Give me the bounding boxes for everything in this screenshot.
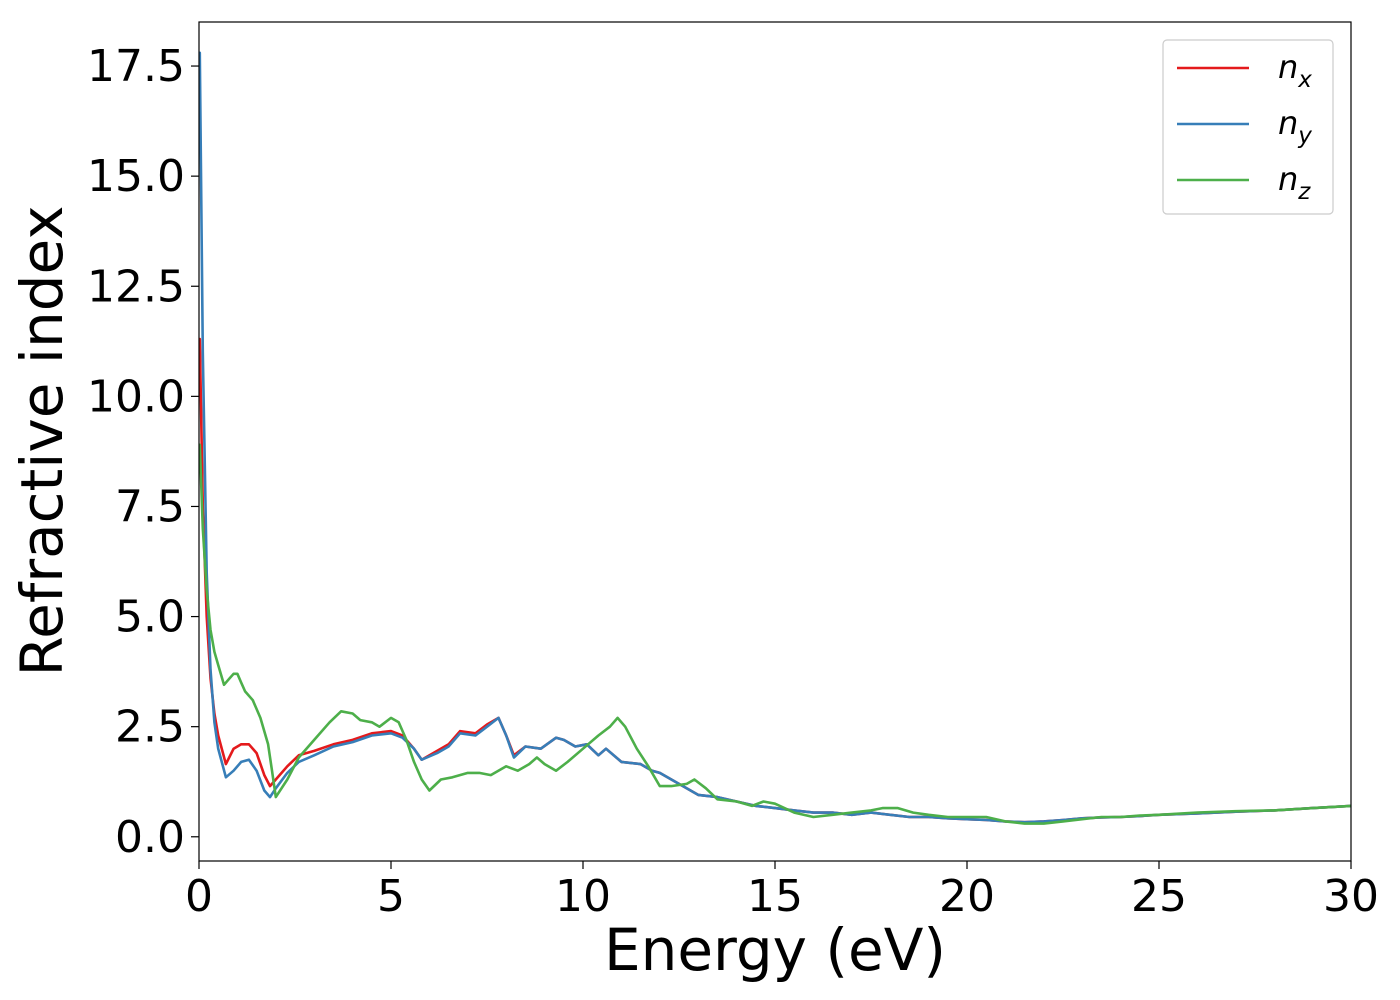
x-axis: 0 5 10 15 20 25 30 [185,861,1379,922]
y-tick-label: 7.5 [115,481,185,532]
legend-label-base: n [1278,104,1298,142]
y-tick-label: 10.0 [87,371,185,422]
y-tick-label: 17.5 [87,41,185,92]
x-tick-label: 15 [747,871,803,922]
series-line-nz [199,443,1351,825]
legend-label-nz: nz [1278,160,1311,205]
legend-label-subscript: z [1297,179,1311,205]
x-tick-label: 0 [185,871,213,922]
x-tick-label: 20 [939,871,995,922]
legend-label-nx: nx [1278,48,1312,93]
y-tick-label: 15.0 [87,151,185,202]
legend-label-subscript: x [1297,67,1312,93]
series-line-nx [199,337,1351,824]
x-tick-label: 5 [377,871,405,922]
legend-label-subscript: y [1297,123,1312,149]
legend-label-ny: ny [1278,104,1312,149]
y-tick-label: 0.0 [115,812,185,863]
legend-box [1162,39,1334,215]
x-axis-label: Energy (eV) [604,916,946,984]
y-tick-label: 5.0 [115,592,185,643]
legend-label-base: n [1278,160,1298,198]
y-axis-label: Refractive index [8,205,76,676]
series-layer [199,51,1351,825]
x-tick-label: 30 [1323,871,1379,922]
y-axis: 0.0 2.5 5.0 7.5 10.0 12.5 15.0 17.5 [87,41,199,863]
x-tick-label: 25 [1131,871,1187,922]
x-tick-label: 10 [555,871,611,922]
y-tick-label: 12.5 [87,261,185,312]
legend-label-base: n [1278,48,1298,86]
y-tick-label: 2.5 [115,702,185,753]
